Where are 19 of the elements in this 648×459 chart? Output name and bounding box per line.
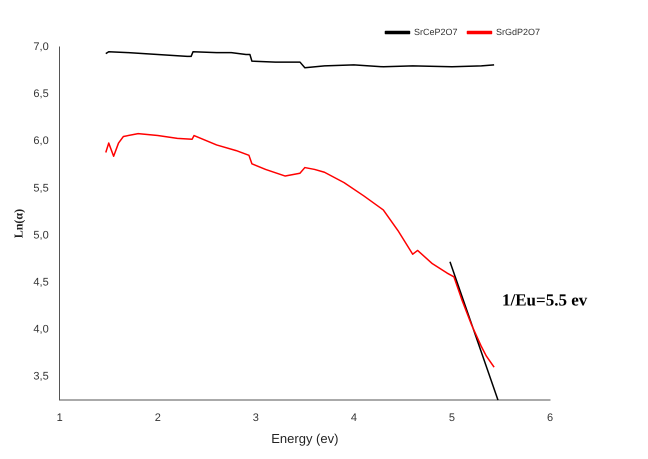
y-tick-label: 6,5 (33, 88, 49, 100)
x-axis-title: Energy (ev) (271, 430, 338, 446)
y-tick-label: 5,0 (33, 229, 49, 242)
y-tick-label: 4,5 (33, 276, 49, 288)
y-tick-label: 3,5 (33, 370, 49, 383)
x-tick-label: 1 (56, 412, 63, 424)
y-axis-title: Ln(α) (11, 208, 26, 238)
y-tick-label: 5,5 (33, 182, 49, 194)
y-tick-label: 7,0 (33, 41, 49, 54)
x-tick-label: 3 (252, 412, 259, 424)
x-tick-label: 6 (546, 412, 554, 424)
annotation: 1/Eu=5.5 ev (502, 290, 588, 310)
x-tick-label: 2 (154, 412, 161, 424)
x-tick-label: 5 (448, 412, 455, 424)
legend-label: SrGdP2O7 (496, 26, 540, 37)
x-tick-label: 4 (350, 412, 357, 424)
legend-label: SrCeP2O7 (414, 26, 458, 37)
y-tick-label: 4,0 (33, 324, 49, 336)
y-tick-label: 6,0 (33, 135, 49, 148)
